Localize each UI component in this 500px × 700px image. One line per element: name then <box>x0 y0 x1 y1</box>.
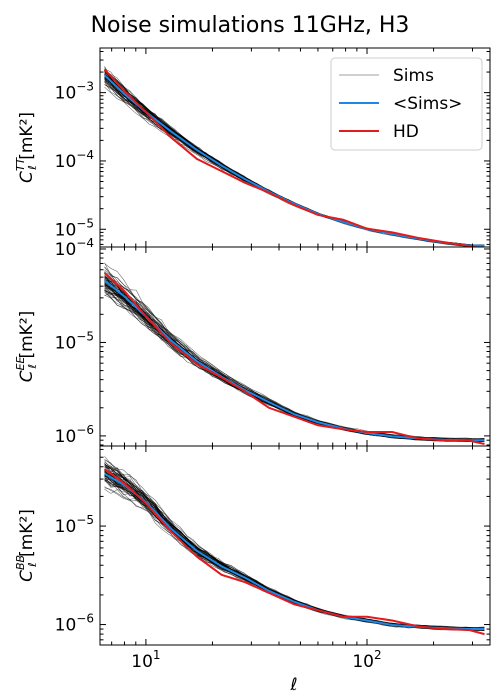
sim-line <box>104 475 485 630</box>
panel-ee: 10−4 10−5 10−6 CEEℓ [mK²] <box>14 236 491 447</box>
sims-group <box>103 262 485 445</box>
chart-title: Noise simulations 11GHz, H3 <box>91 13 410 38</box>
x-tick-label: 101 <box>131 648 160 672</box>
y-tick-label: 10−4 <box>55 148 94 172</box>
sim-line <box>104 479 485 631</box>
y-axis-label: CEEℓ [mK²] <box>14 311 39 383</box>
sim-line <box>104 290 485 442</box>
y-axis-label: CTTℓ [mK²] <box>14 112 39 183</box>
sim-line <box>104 479 485 631</box>
y-tick-label: 10−6 <box>55 423 94 447</box>
sim-line <box>104 291 485 442</box>
x-axis-label: ℓ <box>289 675 297 695</box>
plot-frame <box>99 445 491 646</box>
y-tick-label: 10−5 <box>55 329 94 353</box>
sim-line <box>104 474 485 631</box>
sim-line <box>104 476 485 631</box>
legend-label: HD <box>393 122 419 142</box>
sim-line <box>104 474 485 630</box>
y-tick-label: 10−5 <box>55 513 94 537</box>
panel-tt: 10−3 10−4 10−5 CTTℓ [mK²] Sims <Sims> HD <box>14 47 491 248</box>
sim-line <box>104 475 485 631</box>
sim-line <box>104 481 485 631</box>
sims-group <box>103 66 485 247</box>
sim-line <box>104 289 485 443</box>
sim-line <box>104 477 485 630</box>
sim-line <box>104 292 485 442</box>
hd-line <box>103 272 485 445</box>
sim-line <box>104 488 485 632</box>
sim-line <box>104 475 485 630</box>
sims-mean-line <box>104 472 485 631</box>
sim-line <box>104 286 485 442</box>
sim-line <box>104 475 485 631</box>
legend: Sims <Sims> HD <box>330 57 483 151</box>
sim-line <box>104 286 485 442</box>
sim-line <box>104 477 485 631</box>
panel-bb: 10−5 10−6 CBBℓ [mK²] 101 102 <box>14 445 491 672</box>
sim-line <box>104 475 485 630</box>
legend-box <box>330 57 483 151</box>
sim-line <box>104 478 485 631</box>
sim-line <box>104 459 485 628</box>
y-tick-label: 10−4 <box>55 236 94 260</box>
sim-line <box>104 287 485 442</box>
sim-line <box>104 471 485 630</box>
sim-line <box>104 470 485 630</box>
sim-line <box>104 290 485 442</box>
sims-group <box>103 456 485 636</box>
sim-line <box>104 479 485 631</box>
hd-line <box>103 68 479 247</box>
sim-line <box>104 292 485 443</box>
sim-line <box>104 475 485 631</box>
hd-line <box>103 468 485 636</box>
sim-line <box>104 289 485 442</box>
sim-line <box>104 288 485 442</box>
legend-label: <Sims> <box>393 94 462 114</box>
sim-line <box>104 474 485 630</box>
y-tick-label: 10−5 <box>55 216 94 240</box>
sim-line <box>104 294 485 443</box>
sim-line <box>104 290 485 443</box>
legend-label: Sims <box>393 66 434 86</box>
sim-line <box>104 474 485 630</box>
sim-line <box>104 288 485 442</box>
sim-line <box>104 478 485 630</box>
sim-line <box>104 475 485 630</box>
x-tick-label: 102 <box>352 648 381 672</box>
sim-line <box>104 472 485 630</box>
sim-line <box>104 470 485 630</box>
y-tick-label: 10−6 <box>55 612 94 636</box>
sim-line <box>104 475 485 630</box>
y-axis-label: CBBℓ [mK²] <box>14 509 39 582</box>
y-tick-label: 10−3 <box>55 80 94 104</box>
sim-line <box>104 289 485 442</box>
sim-line <box>104 472 485 630</box>
sim-line <box>104 476 485 631</box>
sim-line <box>104 478 485 631</box>
sim-line <box>104 471 485 630</box>
sim-line <box>104 479 485 631</box>
